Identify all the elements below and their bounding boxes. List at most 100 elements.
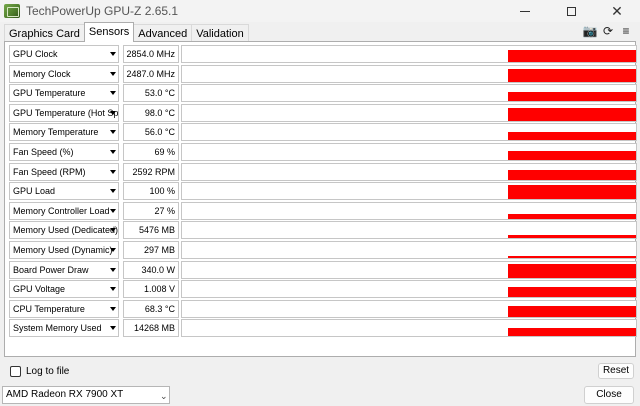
sensor-name-dropdown[interactable]: Fan Speed (RPM) — [9, 162, 119, 181]
sensor-graph — [181, 201, 637, 220]
sensor-value: 98.0 °C — [123, 103, 179, 122]
sensor-name-dropdown[interactable]: System Memory Used — [9, 319, 119, 338]
sensor-graph — [181, 84, 637, 103]
sensor-name-dropdown[interactable]: Memory Temperature — [9, 123, 119, 142]
sensor-value: 56.0 °C — [123, 123, 179, 142]
sensor-name: GPU Clock — [13, 49, 58, 59]
minimize-button[interactable] — [502, 0, 548, 22]
maximize-icon — [566, 6, 576, 16]
sensor-value: 27 % — [123, 201, 179, 220]
tab-advanced[interactable]: Advanced — [133, 24, 193, 42]
sensor-name-dropdown[interactable]: GPU Load — [9, 182, 119, 201]
sensor-name-dropdown[interactable]: GPU Voltage — [9, 280, 119, 299]
menu-icon[interactable]: ≡ — [622, 24, 630, 38]
sensor-graph-fill — [508, 68, 636, 82]
camera-icon[interactable]: 📷 — [582, 24, 598, 38]
sensor-value: 2854.0 MHz — [123, 45, 179, 63]
gpu-select[interactable]: AMD Radeon RX 7900 XT — [2, 386, 170, 404]
sensor-name: Memory Clock — [13, 68, 71, 79]
sensor-row: GPU Clock 2854.0 MHz — [9, 45, 637, 63]
dropdown-arrow-icon[interactable] — [110, 208, 116, 213]
sensor-graph-fill — [508, 132, 636, 141]
sensor-graph-fill — [508, 185, 636, 200]
sensors-panel: GPU Clock 2854.0 MHz Memory Clock 2487.0 MH… — [4, 41, 637, 357]
sensor-name-dropdown[interactable]: CPU Temperature — [9, 299, 119, 318]
tab-sensors[interactable]: Sensors — [83, 22, 135, 42]
sensor-value: 5476 MB — [123, 221, 179, 240]
log-to-file-checkbox[interactable] — [10, 366, 21, 377]
sensor-name-dropdown[interactable]: GPU Temperature (Hot Spot) — [9, 103, 119, 122]
sensor-graph-fill — [508, 256, 636, 258]
sensor-row: GPU Load 100 % — [9, 182, 637, 201]
sensor-graph-fill — [508, 263, 636, 278]
sensor-graph — [181, 143, 637, 161]
gpu-z-app-icon — [4, 4, 20, 18]
chevron-down-icon[interactable]: ⌄ — [160, 391, 168, 401]
sensor-graph — [181, 182, 637, 201]
sensor-name-dropdown[interactable]: Memory Clock — [9, 64, 119, 83]
sensor-name-dropdown[interactable]: Fan Speed (%) — [9, 143, 119, 161]
sensor-value: 68.3 °C — [123, 299, 179, 318]
reset-button[interactable]: Reset — [598, 363, 634, 379]
sensor-graph — [181, 221, 637, 240]
sensor-row: Board Power Draw 340.0 W — [9, 260, 637, 279]
sensor-graph — [181, 260, 637, 279]
sensor-graph-fill — [508, 169, 636, 180]
sensor-name-dropdown[interactable]: Memory Used (Dynamic) — [9, 241, 119, 259]
dropdown-arrow-icon[interactable] — [110, 71, 116, 76]
dropdown-arrow-icon[interactable] — [110, 169, 116, 174]
sensor-graph-fill — [508, 107, 636, 121]
sensor-row: GPU Voltage 1.008 V — [9, 280, 637, 299]
sensor-graph — [181, 123, 637, 142]
sensor-value: 53.0 °C — [123, 84, 179, 103]
sensor-name-dropdown[interactable]: Memory Controller Load — [9, 201, 119, 220]
dropdown-arrow-icon[interactable] — [110, 326, 116, 331]
sensor-graph — [181, 299, 637, 318]
dropdown-arrow-icon[interactable] — [110, 130, 116, 135]
maximize-button[interactable] — [548, 0, 594, 22]
sensor-graph-fill — [508, 328, 636, 337]
dropdown-arrow-icon[interactable] — [110, 110, 116, 115]
sensor-row: System Memory Used 14268 MB — [9, 319, 637, 338]
dropdown-arrow-icon[interactable] — [110, 306, 116, 311]
sensor-name: GPU Voltage — [13, 284, 66, 295]
sensor-row: Fan Speed (%) 69 % — [9, 143, 637, 161]
sensor-name: Memory Used (Dedicated) — [13, 225, 119, 236]
dropdown-arrow-icon[interactable] — [110, 228, 116, 233]
tab-bar: Graphics Card Sensors Advanced Validatio… — [4, 22, 249, 42]
tab-validation[interactable]: Validation — [191, 24, 249, 42]
sensor-value: 69 % — [123, 143, 179, 161]
dropdown-arrow-icon[interactable] — [110, 267, 116, 272]
sensor-row: Fan Speed (RPM) 2592 RPM — [9, 162, 637, 181]
sensor-graph-fill — [508, 151, 636, 160]
sensor-graph-fill — [508, 92, 636, 102]
dropdown-arrow-icon[interactable] — [110, 287, 116, 292]
dropdown-arrow-icon[interactable] — [110, 150, 116, 154]
sensor-graph-fill — [508, 213, 636, 219]
refresh-icon[interactable]: ⟳ — [602, 24, 614, 38]
sensor-value: 2487.0 MHz — [123, 64, 179, 83]
sensor-value: 1.008 V — [123, 280, 179, 299]
close-window-button[interactable]: ✕ — [594, 0, 640, 22]
close-button[interactable]: Close — [584, 386, 634, 404]
dropdown-arrow-icon[interactable] — [110, 52, 116, 56]
sensor-name-dropdown[interactable]: Memory Used (Dedicated) — [9, 221, 119, 240]
tab-graphics-card[interactable]: Graphics Card — [4, 24, 85, 42]
dropdown-arrow-icon[interactable] — [110, 91, 116, 96]
dropdown-arrow-icon[interactable] — [110, 189, 116, 194]
sensor-graph — [181, 64, 637, 83]
sensor-name: GPU Temperature — [13, 88, 86, 99]
sensor-name: Fan Speed (RPM) — [13, 166, 86, 177]
sensor-graph — [181, 319, 637, 338]
sensor-value: 100 % — [123, 182, 179, 201]
sensor-graph — [181, 280, 637, 299]
sensor-name-dropdown[interactable]: GPU Clock — [9, 45, 119, 63]
sensor-graph-fill — [508, 287, 636, 298]
sensor-row: Memory Temperature 56.0 °C — [9, 123, 637, 142]
dropdown-arrow-icon[interactable] — [110, 248, 116, 252]
sensor-name-dropdown[interactable]: Board Power Draw — [9, 260, 119, 279]
log-to-file-row[interactable]: Log to file — [10, 366, 69, 377]
sensor-name: Memory Controller Load — [13, 205, 110, 216]
sensor-name-dropdown[interactable]: GPU Temperature — [9, 84, 119, 103]
log-to-file-label[interactable]: Log to file — [26, 366, 70, 377]
